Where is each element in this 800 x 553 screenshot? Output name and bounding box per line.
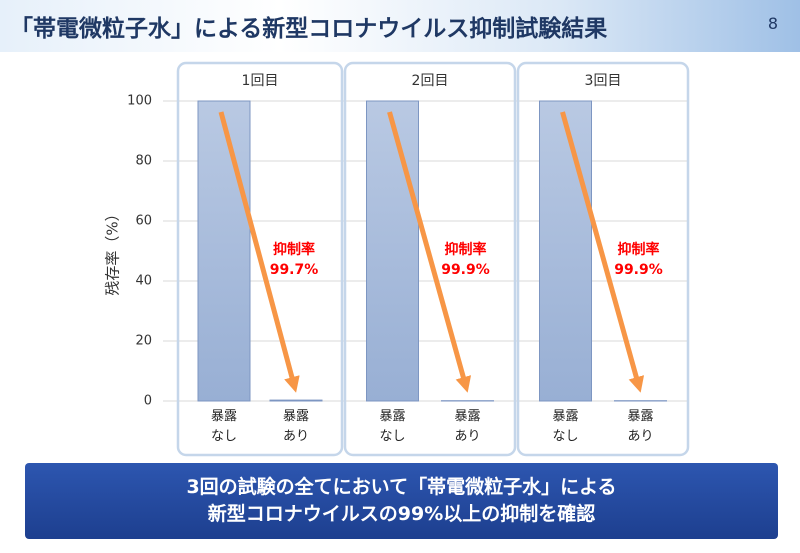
x-tick-label: 暴露 なし (210, 409, 237, 444)
panel-title: 1回目 (242, 73, 279, 89)
x-tick-label: 暴露 なし (552, 409, 579, 444)
bar (197, 100, 251, 402)
arrow (218, 111, 300, 393)
bar (269, 399, 323, 402)
x-tick-label: 暴露 あり (627, 409, 654, 444)
y-tick-label: 100 (127, 94, 152, 109)
arrow (560, 111, 645, 393)
conclusion-line: 3回の試験の全てにおいて「帯電微粒子水」による (186, 476, 617, 498)
bar (366, 100, 419, 402)
x-tick-label: 暴露 あり (282, 409, 309, 444)
x-tick-label: 暴露 あり (454, 409, 481, 444)
slide-title: 「帯電微粒子水」による新型コロナウイルス抑制試験結果 (10, 16, 608, 42)
page-number: 8 (767, 14, 778, 33)
annotation: 99.9% (614, 262, 663, 278)
panel-title: 2回目 (412, 73, 449, 89)
annotation: 99.7% (270, 262, 319, 278)
y-tick-label: 20 (135, 334, 152, 349)
title-bar: 「帯電微粒子水」による新型コロナウイルス抑制試験結果 8 (0, 0, 800, 52)
annotation: 抑制率 (618, 241, 660, 258)
y-tick-label: 60 (135, 214, 152, 229)
x-tick-label: 暴露 なし (379, 409, 406, 444)
annotation: 抑制率 (273, 241, 315, 258)
annotation: 99.9% (441, 262, 490, 278)
panel-frame (516, 61, 690, 457)
bar (539, 100, 592, 402)
y-axis-label: 残存率（%） (104, 206, 122, 295)
panel-frame (343, 61, 517, 457)
panel-frame (176, 61, 344, 457)
y-tick-label: 40 (135, 274, 152, 289)
y-tick-label: 0 (144, 394, 152, 409)
panel-title: 3回目 (585, 73, 622, 89)
y-tick-label: 80 (135, 154, 152, 169)
arrow (387, 111, 472, 393)
annotation: 抑制率 (445, 241, 487, 258)
conclusion-box: 3回の試験の全てにおいて「帯電微粒子水」による 新型コロナウイルスの99%以上の… (25, 463, 778, 539)
conclusion-line: 新型コロナウイルスの99%以上の抑制を確認 (207, 503, 596, 525)
